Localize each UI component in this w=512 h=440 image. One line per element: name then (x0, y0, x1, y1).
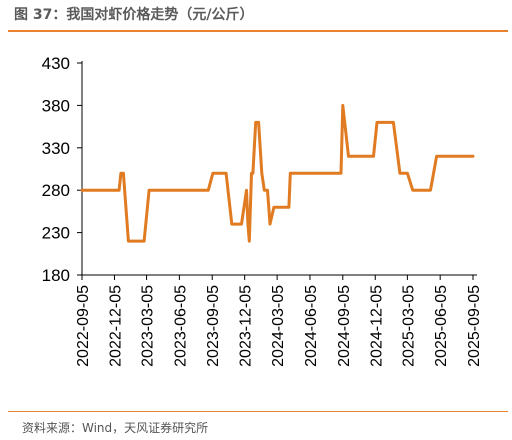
x-tick-label: 2022-09-05 (75, 285, 92, 367)
title-divider (8, 30, 508, 32)
x-tick-label: 2023-03-05 (140, 285, 157, 367)
x-tick-label: 2024-06-05 (303, 285, 320, 367)
y-tick-label: 380 (42, 96, 70, 115)
source-note: 资料来源：Wind，天风证券研究所 (22, 421, 209, 435)
series-group (80, 103, 475, 243)
y-tick-label: 430 (42, 54, 70, 73)
price-series-line (80, 103, 475, 243)
y-tick-label: 330 (42, 139, 70, 158)
x-tick-label: 2025-03-05 (400, 285, 417, 367)
footer-divider (8, 411, 508, 412)
x-tick-label: 2023-09-05 (205, 285, 222, 367)
x-tick-label: 2025-09-05 (466, 285, 483, 367)
x-tick-label: 2024-03-05 (270, 285, 287, 367)
x-axis-ticks: 2022-09-05 2022-12-05 2023-03-05 2023-06-05… (75, 275, 483, 367)
x-tick-label: 2023-12-05 (238, 285, 255, 367)
chart-title: 图 37：我国对虾价格走势（元/公斤） (14, 7, 254, 23)
x-tick-label: 2022-12-05 (107, 285, 124, 367)
x-tick-label: 2024-12-05 (368, 285, 385, 367)
x-tick-label: 2025-06-05 (433, 285, 450, 367)
y-tick-label: 280 (42, 181, 70, 200)
y-axis-ticks: 180 230 280 330 380 430 (42, 54, 82, 285)
axes (81, 61, 477, 276)
x-tick-label: 2023-06-05 (172, 285, 189, 367)
y-tick-label: 180 (42, 266, 70, 285)
y-tick-label: 230 (42, 224, 70, 243)
x-tick-label: 2024-09-05 (336, 285, 353, 367)
